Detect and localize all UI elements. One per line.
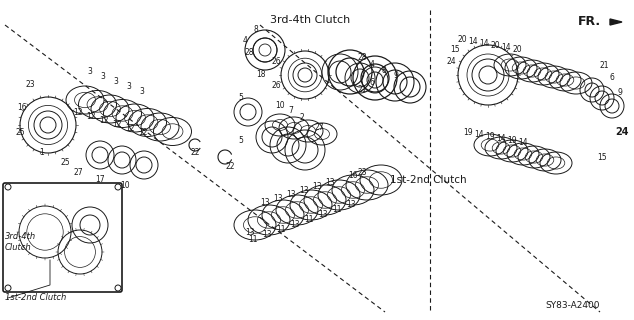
Text: 9: 9: [394, 71, 399, 80]
Text: 12: 12: [100, 116, 109, 125]
Text: 10: 10: [120, 181, 130, 190]
Text: 20: 20: [490, 41, 500, 50]
Text: 25: 25: [60, 158, 70, 167]
Text: 21: 21: [358, 85, 368, 94]
Text: 3: 3: [87, 67, 93, 76]
Text: 5: 5: [238, 136, 243, 145]
Text: 1st-2nd Clutch: 1st-2nd Clutch: [390, 175, 467, 185]
Text: 24: 24: [447, 57, 456, 66]
Text: 13: 13: [286, 190, 295, 199]
Polygon shape: [610, 19, 622, 25]
Text: 13: 13: [346, 200, 356, 209]
Text: 18: 18: [256, 70, 266, 79]
Text: 13: 13: [260, 198, 269, 207]
Text: 13: 13: [262, 230, 272, 239]
Text: 14: 14: [468, 37, 478, 46]
Text: 14: 14: [501, 43, 511, 52]
Text: 3: 3: [127, 82, 131, 91]
Text: 3rd-4th Clutch: 3rd-4th Clutch: [270, 15, 350, 25]
Text: 13: 13: [299, 186, 309, 195]
Text: 4: 4: [370, 60, 375, 69]
Text: 16: 16: [348, 171, 358, 180]
Text: 7: 7: [288, 106, 293, 115]
Text: 3: 3: [101, 72, 105, 81]
Text: 25: 25: [15, 128, 25, 137]
Text: 20: 20: [512, 45, 522, 54]
Text: 22: 22: [190, 148, 200, 157]
Text: 3: 3: [113, 77, 119, 86]
Text: 15: 15: [597, 153, 607, 162]
Text: 23: 23: [358, 168, 368, 177]
Text: 4: 4: [243, 36, 248, 45]
Text: 6: 6: [610, 73, 615, 82]
Text: 15: 15: [450, 45, 460, 54]
Text: 20: 20: [457, 35, 467, 44]
Text: 9: 9: [618, 88, 623, 97]
Text: 11: 11: [276, 225, 286, 234]
Text: 8: 8: [254, 25, 259, 34]
Text: 10: 10: [275, 101, 285, 110]
Text: 1: 1: [40, 148, 44, 157]
Text: 22: 22: [226, 162, 235, 171]
Text: 14: 14: [496, 134, 506, 143]
Text: 27: 27: [73, 168, 83, 177]
Text: 28: 28: [358, 53, 368, 62]
Text: 12: 12: [126, 124, 135, 133]
Text: 26: 26: [272, 57, 281, 66]
Text: 14: 14: [474, 130, 484, 139]
Text: 21: 21: [600, 61, 609, 70]
Text: 6: 6: [370, 78, 375, 87]
Text: 23: 23: [25, 80, 35, 89]
Text: 2: 2: [300, 113, 305, 122]
Text: 13: 13: [290, 220, 300, 229]
Text: 26: 26: [272, 81, 281, 90]
Text: 12: 12: [138, 128, 148, 137]
Text: 27: 27: [315, 123, 325, 132]
Text: 12: 12: [86, 112, 96, 121]
Text: 19: 19: [485, 132, 495, 141]
Text: 11: 11: [332, 205, 342, 214]
Text: FR.: FR.: [578, 15, 601, 28]
Text: 17: 17: [95, 175, 105, 184]
Text: 14: 14: [518, 138, 528, 147]
Text: 8: 8: [382, 66, 387, 75]
Text: 3: 3: [139, 87, 145, 96]
Text: 16: 16: [17, 103, 27, 112]
Text: 13: 13: [312, 182, 321, 191]
Text: 13: 13: [325, 178, 335, 187]
Text: 24: 24: [615, 127, 628, 137]
Text: 13: 13: [273, 194, 283, 203]
Text: 13: 13: [318, 210, 328, 219]
Text: 19: 19: [463, 128, 473, 137]
Text: 19: 19: [507, 136, 517, 145]
Text: 28: 28: [245, 48, 254, 57]
Text: 13: 13: [245, 228, 255, 237]
Text: 3rd-4th
Clutch: 3rd-4th Clutch: [5, 232, 36, 252]
Text: 12: 12: [112, 120, 122, 129]
Text: 5: 5: [238, 93, 243, 102]
Text: 11: 11: [304, 215, 314, 224]
Text: 14: 14: [479, 39, 489, 48]
Text: SY83-A2400: SY83-A2400: [545, 301, 600, 310]
Text: 12: 12: [74, 108, 83, 117]
Text: 1st-2nd Clutch: 1st-2nd Clutch: [5, 293, 66, 302]
Text: 11: 11: [249, 235, 258, 244]
